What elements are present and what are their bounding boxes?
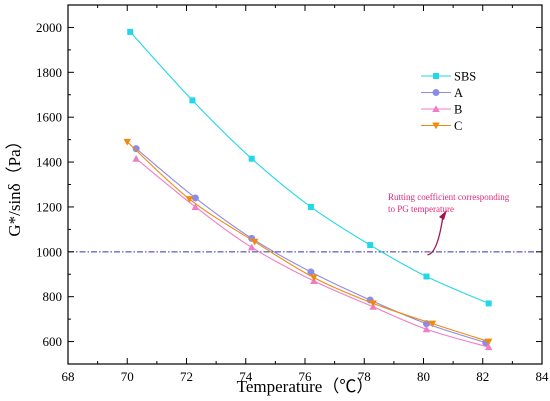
x-tick-label: 76 — [299, 369, 313, 384]
data-point — [250, 238, 259, 246]
data-point — [367, 242, 374, 249]
x-tick-label: 70 — [121, 369, 134, 384]
annotation-arrow — [427, 215, 444, 256]
series-b — [132, 154, 493, 351]
legend-item-c: C — [421, 119, 462, 133]
x-tick-label: 68 — [62, 369, 75, 384]
y-tick-label: 2000 — [36, 20, 62, 35]
series-sbs — [127, 28, 492, 307]
legend-label: C — [454, 119, 462, 133]
data-point — [247, 243, 256, 251]
legend-marker — [432, 105, 440, 112]
data-point — [485, 300, 492, 307]
data-point — [484, 343, 493, 351]
x-tick-label: 80 — [417, 369, 430, 384]
axis-ticks: 68 70 72 74 76 78 80 82 84 600 800 1000 1200 1400 1600… — [36, 5, 549, 384]
legend-marker — [433, 73, 439, 79]
x-tick-label: 78 — [358, 369, 371, 384]
y-tick-label: 1800 — [36, 65, 62, 80]
annotation-arrowhead — [439, 210, 447, 220]
data-point — [132, 145, 140, 153]
series-line-sbs — [129, 31, 489, 304]
legend-marker — [432, 122, 440, 130]
series-c — [123, 138, 493, 346]
legend-item-sbs: SBS — [421, 70, 476, 84]
y-tick-label: 600 — [43, 334, 63, 349]
annotation-text: Rutting coefficient corresponding — [388, 192, 510, 202]
legend-label: SBS — [454, 70, 476, 84]
data-point — [132, 154, 140, 162]
series-group — [123, 28, 493, 351]
data-point — [422, 325, 431, 333]
series-line-b — [135, 158, 489, 348]
data-point — [248, 155, 255, 162]
annotation-text: to PG temperature — [388, 204, 454, 214]
data-point — [191, 194, 199, 202]
data-point — [369, 300, 377, 308]
x-tick-label: 74 — [239, 369, 253, 384]
y-tick-label: 1600 — [36, 110, 62, 125]
y-tick-label: 1000 — [36, 244, 62, 259]
y-tick-label: 1200 — [36, 199, 62, 214]
x-axis-title: Temperature（℃） — [237, 377, 374, 396]
data-point — [185, 196, 194, 203]
legend-item-b: B — [421, 103, 462, 117]
data-point — [189, 97, 196, 104]
data-point — [307, 268, 315, 276]
data-point — [484, 338, 493, 346]
data-point — [423, 273, 430, 280]
legend-label: A — [454, 86, 463, 100]
legend-marker — [432, 89, 440, 96]
data-point — [310, 274, 318, 282]
annotation: Rutting coefficient corresponding to PG t… — [388, 192, 510, 256]
x-tick-label: 82 — [476, 369, 489, 384]
data-point — [127, 28, 134, 35]
y-tick-label: 1400 — [36, 155, 62, 170]
series-line-a — [135, 148, 486, 344]
legend-label: B — [454, 103, 462, 117]
series-line-c — [126, 141, 489, 343]
data-point — [123, 138, 131, 146]
x-tick-label: 72 — [180, 369, 193, 384]
data-point — [428, 320, 437, 328]
y-axis-title: G*/sinδ（Pa） — [5, 132, 24, 236]
legend: SBS ABC — [421, 70, 476, 133]
plot-area — [67, 4, 543, 365]
data-point — [191, 203, 200, 210]
y-tick-label: 800 — [43, 289, 63, 304]
legend-item-a: A — [421, 86, 463, 100]
plot-border — [67, 4, 543, 365]
data-point — [307, 203, 314, 210]
x-tick-label: 84 — [536, 369, 550, 384]
